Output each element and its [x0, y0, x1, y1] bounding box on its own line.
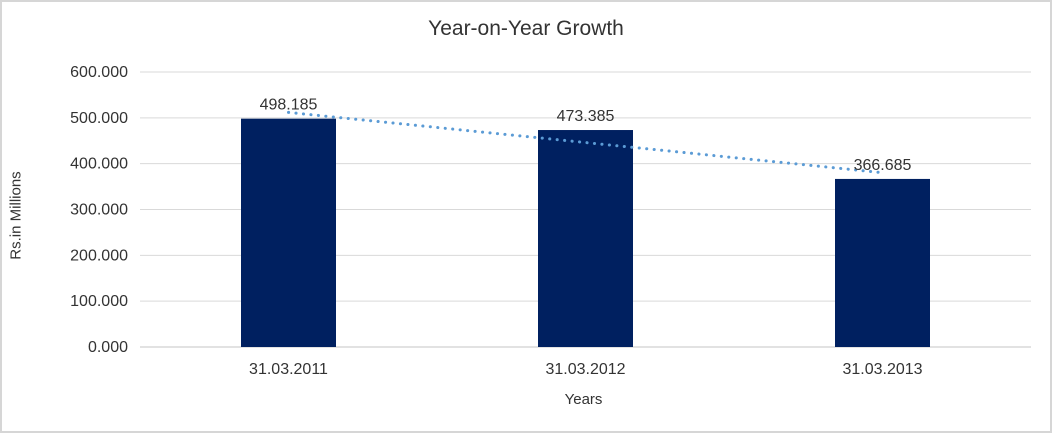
bars-group [241, 118, 930, 347]
trendline [287, 110, 884, 175]
bar [835, 178, 930, 347]
x-tick-label: 31.03.2013 [842, 361, 922, 378]
y-tick-label: 400.000 [70, 156, 128, 173]
y-tick-label: 300.000 [70, 202, 128, 219]
x-tick-label: 31.03.2012 [545, 361, 625, 378]
y-tick-label: 0.000 [88, 339, 128, 356]
y-tick-label: 600.000 [70, 64, 128, 81]
data-label: 366.685 [854, 157, 912, 174]
labels-group: 0.000 100.000 200.000 300.000 400.000 500.000… [70, 64, 922, 378]
trendline-group [287, 110, 884, 175]
data-label: 498.185 [260, 97, 318, 114]
x-axis-title: Years [564, 391, 603, 408]
y-tick-label: 500.000 [70, 110, 128, 127]
x-tick-label: 31.03.2011 [249, 361, 328, 378]
bar [241, 118, 336, 347]
y-axis-title: Rs.in Millions [7, 171, 25, 260]
y-tick-label: 100.000 [70, 293, 128, 310]
data-label: 473.385 [557, 108, 615, 125]
bar [538, 130, 633, 347]
chart-title: Year-on-Year Growth [428, 17, 624, 40]
y-tick-label: 200.000 [70, 247, 128, 264]
